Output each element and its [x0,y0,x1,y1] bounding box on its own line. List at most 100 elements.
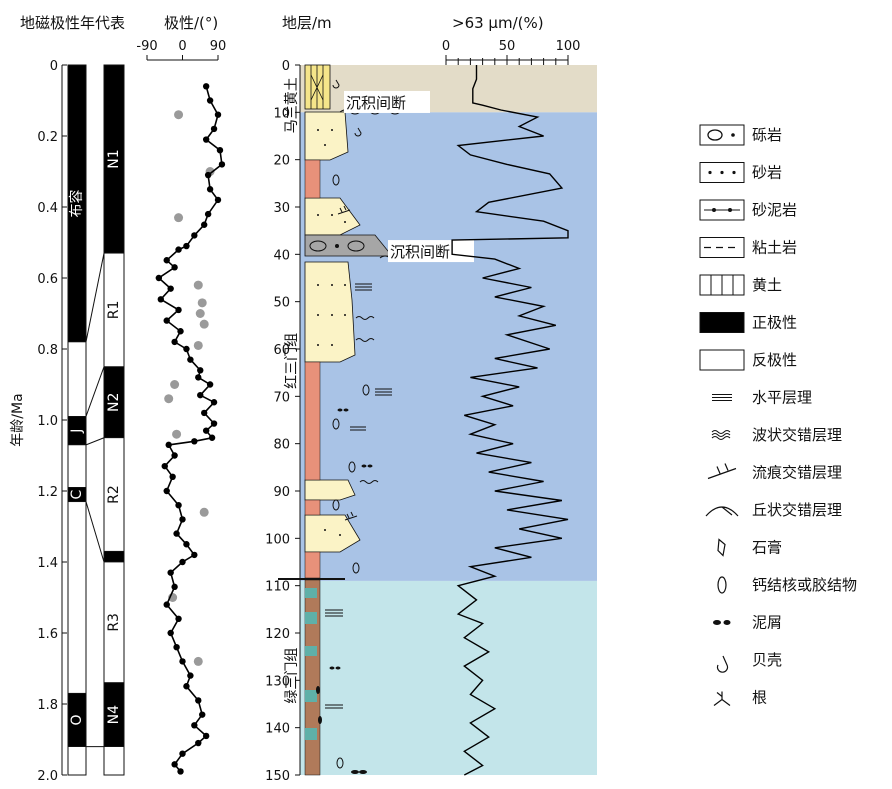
wavy-cross-bedding-icon [711,430,731,440]
depth-tick-label: 130 [265,674,290,689]
inclination-point [183,541,190,548]
inclination-point [167,285,174,292]
legend-label: 粘土岩 [752,239,797,257]
inclination-point [214,111,222,118]
correlation-line [85,253,105,342]
shell-mark [716,655,729,673]
depth-tick-label: 140 [265,722,290,737]
conglomerate-icon [699,124,745,146]
mud-clasts [316,408,373,774]
hummock-mark [705,506,739,517]
inclination-point [167,569,174,576]
dot-mark [732,170,736,175]
inclination-gray-point [193,656,203,666]
age-tick-label: 0.6 [37,272,58,287]
legend-item: 水平层理 [712,389,812,407]
age-tick-label: 1.4 [37,556,58,571]
legend-label: 根 [752,689,767,707]
inclination-point [163,317,170,324]
inclination-point [177,328,184,335]
legend-label: 贝壳 [752,651,782,669]
local-polarity-column: N1 R1 N2 R2 R3 N4 [103,64,125,776]
polarity-zone-reversed [67,444,87,488]
pebble-mark [707,129,723,141]
legend-item: 砂泥岩 [699,199,797,221]
local-polarity-frame [103,64,125,776]
correlation-line [85,437,105,446]
legend-item: 石膏 [717,538,782,557]
polarity-zone-label: J [69,429,85,434]
legend-item: 泥屑 [713,614,782,632]
polarity-zone-label: N2 [106,393,122,412]
inclination-point [175,306,182,314]
legend-item: 黄土 [699,274,782,296]
legend-label: 砾岩 [752,126,782,144]
sand-wedge-1 [304,111,349,161]
legend-item: 正极性 [699,312,797,333]
inclination-point [200,409,208,417]
legend-item: 砂岩 [699,162,782,183]
calcareous-nodule-icon [717,576,727,594]
inclination-point [197,391,204,399]
inclination-gray-point [195,309,205,318]
inclination-point [175,246,182,253]
root-icon [713,691,731,706]
dot-mark [720,170,724,175]
sand-wedge-2 [304,197,361,236]
unit-label: 绿三门组 [284,648,300,704]
depth-tick-label: 90 [273,485,290,500]
age-tick-label: 1.2 [37,485,58,500]
inclination-gray-point [199,319,209,329]
header-inclination: 极性/(°) [164,14,218,32]
correlation-lines [85,253,105,748]
legend-box [699,312,745,333]
normal-polarity-icon [699,312,745,333]
loess-hatch [310,65,324,109]
gpts-frame [67,64,87,776]
inclination-point [179,658,186,665]
age-tick-label: 0.2 [37,130,58,145]
grainsize-tick-label: 0 [442,39,450,54]
inclination-point [202,427,210,434]
legend-item: 钙结核或胶结物 [717,576,857,594]
inclination-curve [155,83,226,775]
brown-clay [304,579,321,776]
inclination-point [195,374,202,381]
inclination-point [202,136,210,143]
legend-item: 贝壳 [716,651,782,673]
depth-tick-label: 150 [265,769,290,784]
dot-mark [731,133,735,137]
sandstone-dots [317,129,346,536]
inclination-gray-point [172,429,182,439]
red-clay-2 [304,361,321,481]
legend-label: 砂泥岩 [752,201,797,219]
header-grainsize: >63 μm/(%) [452,14,544,32]
legend-item: 波状交错层理 [711,426,842,444]
legend-item: 粘土岩 [699,237,797,258]
hiatus-label: 沉积间断 [390,243,450,261]
nodule-mark [717,576,727,594]
clast-mark [723,620,731,625]
age-tick-label: 0 [50,59,58,74]
inclination-point [171,583,178,591]
inclination-point [175,615,182,622]
loess-icon [699,274,745,296]
polarity-zone-label: R1 [106,301,122,320]
gypsum-icon [717,538,726,557]
sandstone-icon [699,162,745,183]
wave-mark [711,433,731,437]
inclination-point [218,161,226,168]
pebble-1 [309,240,327,252]
legend-label: 正极性 [752,314,797,332]
inclination-point [206,186,214,193]
inclination-point [163,601,170,608]
inclination-point [183,345,190,353]
legend-item: 反极性 [699,349,797,371]
depth-axis: 0 10 20 30 40 50 60 70 80 90 100 110 120 130 140 150 [265,59,301,784]
pebble-2 [347,240,365,252]
age-axis-label: 年龄/Ma [10,393,26,446]
inclination-point [214,196,222,204]
legend: 砾岩砂岩砂泥岩粘土岩黄土正极性反极性水平层理波状交错层理流痕交错层理丘状交错层理… [699,124,857,707]
green-clay-lenses [305,588,317,740]
depth-tick-label: 0 [282,59,290,74]
